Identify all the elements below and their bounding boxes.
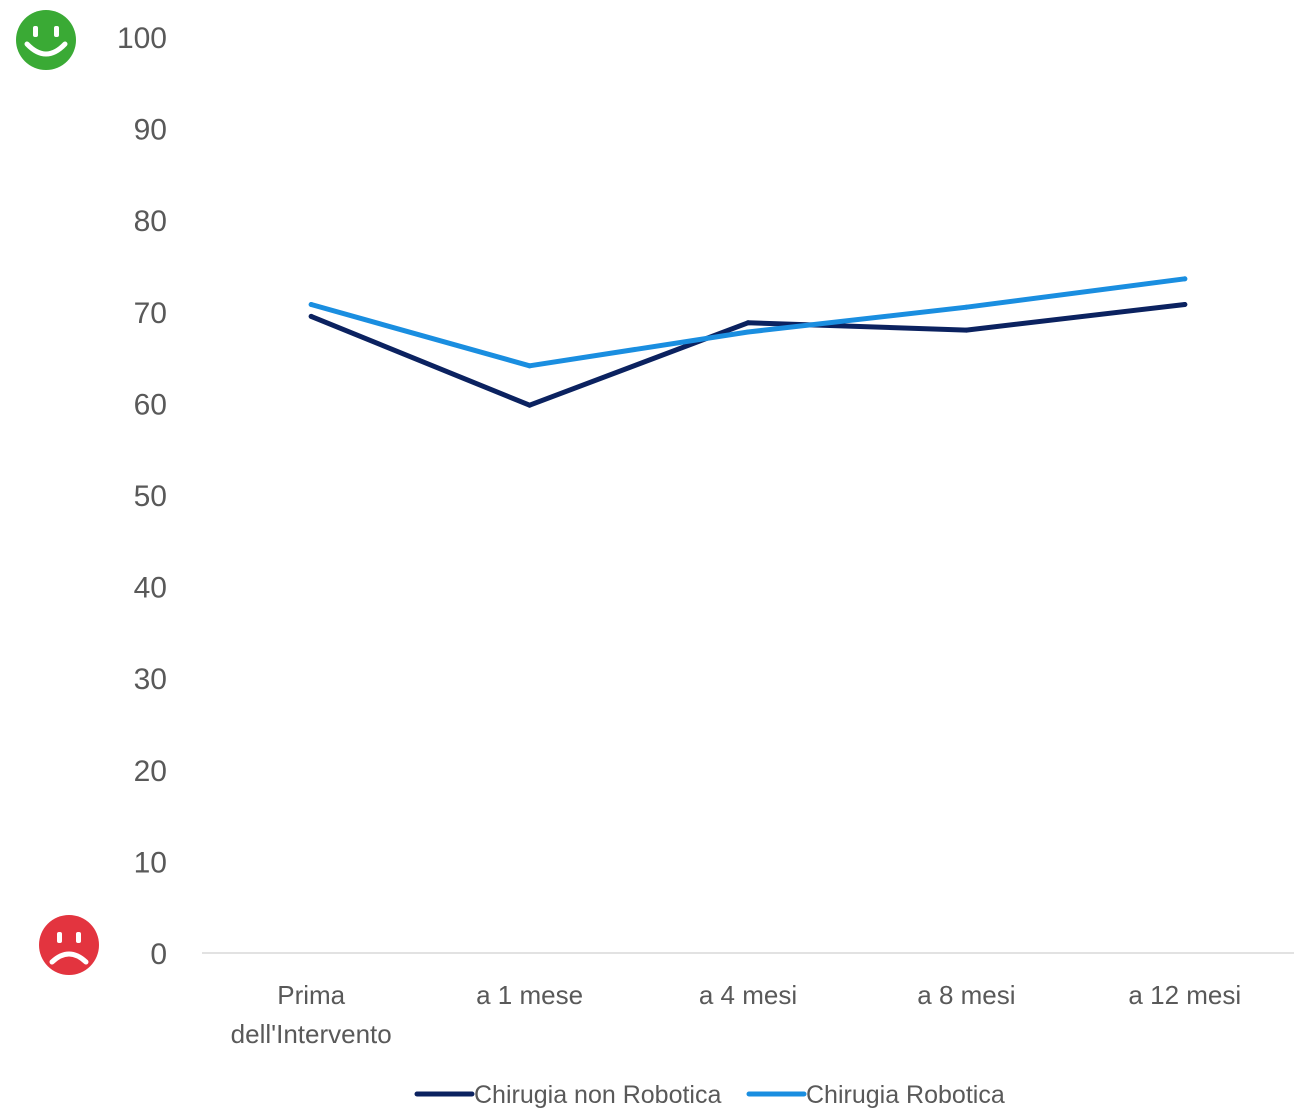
y-tick-label: 70 bbox=[134, 297, 167, 330]
y-tick-label: 90 bbox=[134, 114, 167, 147]
y-tick-label: 50 bbox=[134, 480, 167, 513]
data-point bbox=[963, 304, 969, 310]
y-tick-label: 20 bbox=[134, 755, 167, 788]
y-tick-label: 80 bbox=[134, 205, 167, 238]
x-tick-label: a 8 mesi bbox=[917, 980, 1015, 1010]
data-point bbox=[745, 329, 751, 335]
y-tick-label: 30 bbox=[134, 663, 167, 696]
legend: Chirugia non Robotica Chirugia Robotica bbox=[414, 1081, 1005, 1109]
legend-label: Chirugia Robotica bbox=[806, 1081, 1005, 1109]
y-tick-label: 40 bbox=[134, 572, 167, 605]
data-point bbox=[745, 320, 751, 326]
data-point bbox=[1182, 301, 1188, 307]
x-axis-ticks: Prima dell'Intervento a 1 mese a 4 mesi a 8 … bbox=[231, 980, 1242, 1049]
y-tick-label: 60 bbox=[134, 388, 167, 421]
y-tick-label: 100 bbox=[117, 22, 167, 55]
x-tick-label: a 12 mesi bbox=[1128, 980, 1241, 1010]
x-tick-label: Prima bbox=[277, 980, 345, 1010]
sad-face-icon bbox=[39, 915, 99, 975]
y-axis-ticks: 0 10 20 30 40 50 60 70 80 90 100 bbox=[117, 22, 167, 971]
data-point bbox=[308, 313, 314, 319]
happy-face-icon bbox=[16, 10, 76, 70]
x-tick-label: dell'Intervento bbox=[231, 1019, 392, 1049]
data-point bbox=[527, 402, 533, 408]
series-lines bbox=[308, 276, 1188, 408]
data-point bbox=[1182, 276, 1188, 282]
data-point bbox=[308, 301, 314, 307]
x-tick-label: a 1 mese bbox=[476, 980, 583, 1010]
x-tick-label: a 4 mesi bbox=[699, 980, 797, 1010]
data-point bbox=[963, 327, 969, 333]
y-tick-label: 10 bbox=[134, 846, 167, 879]
series-line-1 bbox=[308, 302, 1188, 408]
y-tick-label: 0 bbox=[150, 938, 167, 971]
data-point bbox=[527, 363, 533, 369]
legend-label: Chirugia non Robotica bbox=[474, 1081, 721, 1109]
